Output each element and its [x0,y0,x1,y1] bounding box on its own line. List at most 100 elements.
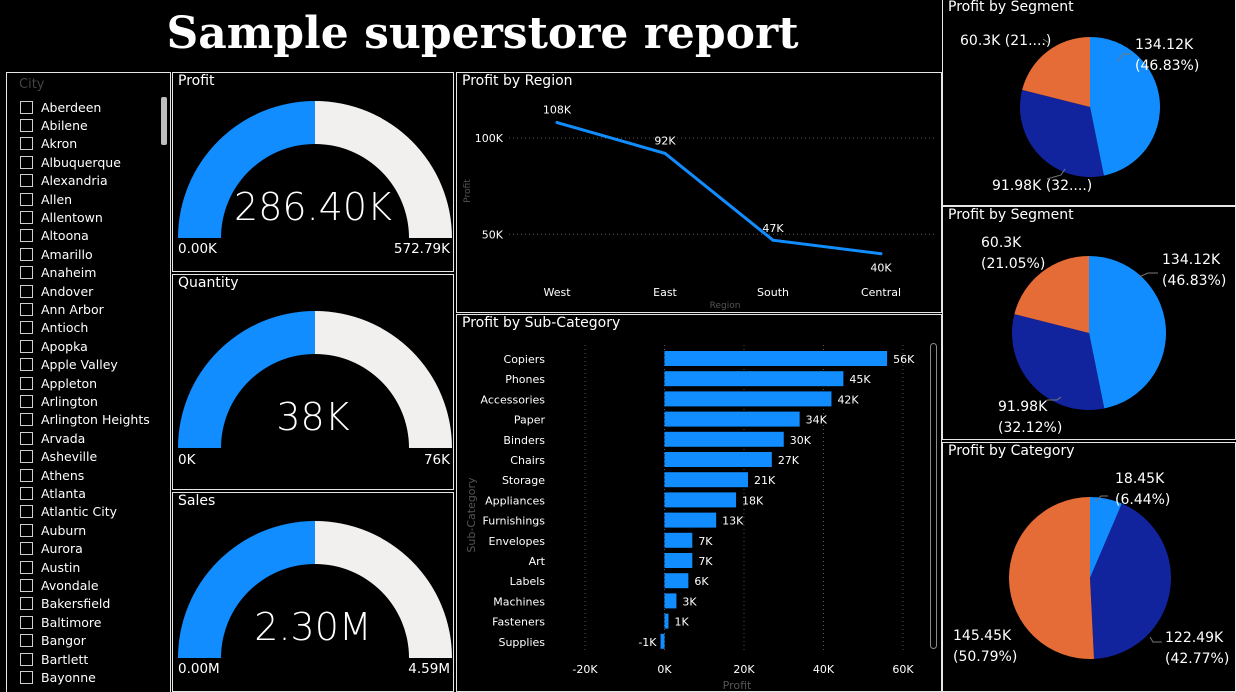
slice-label-line: 91.98K [998,399,1048,415]
city-item[interactable]: Akron [20,135,77,153]
sales-gauge-card: Sales 2.30M 0.00M 4.59M [172,492,454,692]
pie-slice [1090,503,1171,659]
gauge-track [315,101,452,238]
checkbox-icon[interactable] [20,376,33,390]
city-item[interactable]: Abilene [20,116,88,134]
city-item[interactable]: Antioch [20,319,88,337]
city-item[interactable]: Avondale [20,576,99,594]
slicer-scrollbar[interactable] [161,97,167,145]
checkbox-icon[interactable] [20,542,33,556]
city-item[interactable]: Bayonne [20,668,96,686]
slice-label-line: (21.05%) [981,256,1045,272]
checkbox-icon[interactable] [20,523,33,537]
leader-line [1138,272,1158,278]
checkbox-icon[interactable] [20,597,33,611]
city-item[interactable]: Bakersfield [20,595,110,613]
city-item[interactable]: Alexandria [20,172,108,190]
pie-slice [1090,37,1160,176]
checkbox-icon[interactable] [20,174,33,188]
city-item[interactable]: Andover [20,282,93,300]
checkbox-icon[interactable] [20,505,33,519]
checkbox-icon[interactable] [20,450,33,464]
city-item[interactable]: Bartlett [20,650,88,668]
city-item[interactable]: Ann Arbor [20,300,104,318]
city-item[interactable]: Arlington [20,392,98,410]
city-item[interactable]: Appleton [20,374,97,392]
checkbox-icon[interactable] [20,615,33,629]
city-item[interactable]: Anaheim [20,264,96,282]
checkbox-icon[interactable] [20,247,33,261]
checkbox-icon[interactable] [20,137,33,151]
city-item[interactable]: Apple Valley [20,356,118,374]
checkbox-icon[interactable] [20,431,33,445]
city-item[interactable]: Allen [20,190,72,208]
city-label: Bangor [41,633,86,649]
checkbox-icon[interactable] [20,266,33,280]
city-item[interactable]: Amarillo [20,245,93,263]
profit-gauge-card: Profit 286.40K 0.00K 572.79K [172,72,454,272]
data-point [771,238,775,242]
city-item[interactable]: Baltimore [20,613,101,631]
city-item[interactable]: Arvada [20,429,85,447]
city-item[interactable]: Aberdeen [20,98,101,116]
bar [664,411,800,427]
city-item[interactable]: Athens [20,466,84,484]
checkbox-icon[interactable] [20,486,33,500]
checkbox-icon[interactable] [20,192,33,206]
gauge-arc [178,311,452,448]
slicer-header: City [19,77,45,92]
checkbox-icon[interactable] [20,321,33,335]
city-label: Austin [41,559,81,575]
city-item[interactable]: Aurora [20,540,83,558]
city-item[interactable]: Albuquerque [20,153,121,171]
checkbox-icon[interactable] [20,634,33,648]
checkbox-icon[interactable] [20,229,33,243]
city-item[interactable]: Auburn [20,521,86,539]
x-tick-label: Central [861,286,901,299]
chart-scrollbar[interactable] [930,343,937,649]
checkbox-icon[interactable] [20,560,33,574]
y-tick-label: Chairs [510,454,545,467]
checkbox-icon[interactable] [20,413,33,427]
city-item[interactable]: Austin [20,558,80,576]
checkbox-icon[interactable] [20,339,33,353]
y-tick-label: 100K [475,132,504,145]
checkbox-icon[interactable] [20,652,33,666]
checkbox-icon[interactable] [20,118,33,132]
checkbox-icon[interactable] [20,302,33,316]
checkbox-icon[interactable] [20,358,33,372]
checkbox-icon[interactable] [20,670,33,684]
bar [664,512,717,528]
city-item[interactable]: Allentown [20,208,103,226]
pie-slice [1090,497,1122,578]
city-item[interactable]: Apopka [20,337,88,355]
gauge-max: 76K [423,452,450,468]
city-item[interactable]: Atlantic City [20,503,117,521]
checkbox-icon[interactable] [20,394,33,408]
city-item[interactable]: Bangor [20,632,86,650]
leader-line [1046,168,1066,180]
chart-title: Profit by Region [462,73,573,89]
x-tick-label: South [757,286,789,299]
data-label: 108K [543,104,572,117]
bar [664,431,784,447]
x-tick-label: 60K [892,663,914,676]
chart-title: Profit by Segment [948,207,1074,223]
checkbox-icon[interactable] [20,100,33,114]
slice-label-line: (42.77%) [1165,651,1229,667]
city-label: Bakersfield [41,596,111,612]
city-item[interactable]: Atlanta [20,484,86,502]
city-item[interactable]: Asheville [20,448,97,466]
checkbox-icon[interactable] [20,155,33,169]
slice-label-line: 60.3K [981,235,1022,251]
city-label: Altoona [41,228,89,244]
checkbox-icon[interactable] [20,578,33,592]
checkbox-icon[interactable] [20,284,33,298]
city-item[interactable]: Altoona [20,227,89,245]
city-slicer[interactable]: City Aberdeen Abilene Akron Albuquerque Alex… [6,72,171,692]
checkbox-icon[interactable] [20,210,33,224]
checkbox-icon[interactable] [20,468,33,482]
city-item[interactable]: Arlington Heights [20,411,150,429]
gauge-fill [178,101,315,238]
gauge-title: Profit [178,73,215,89]
